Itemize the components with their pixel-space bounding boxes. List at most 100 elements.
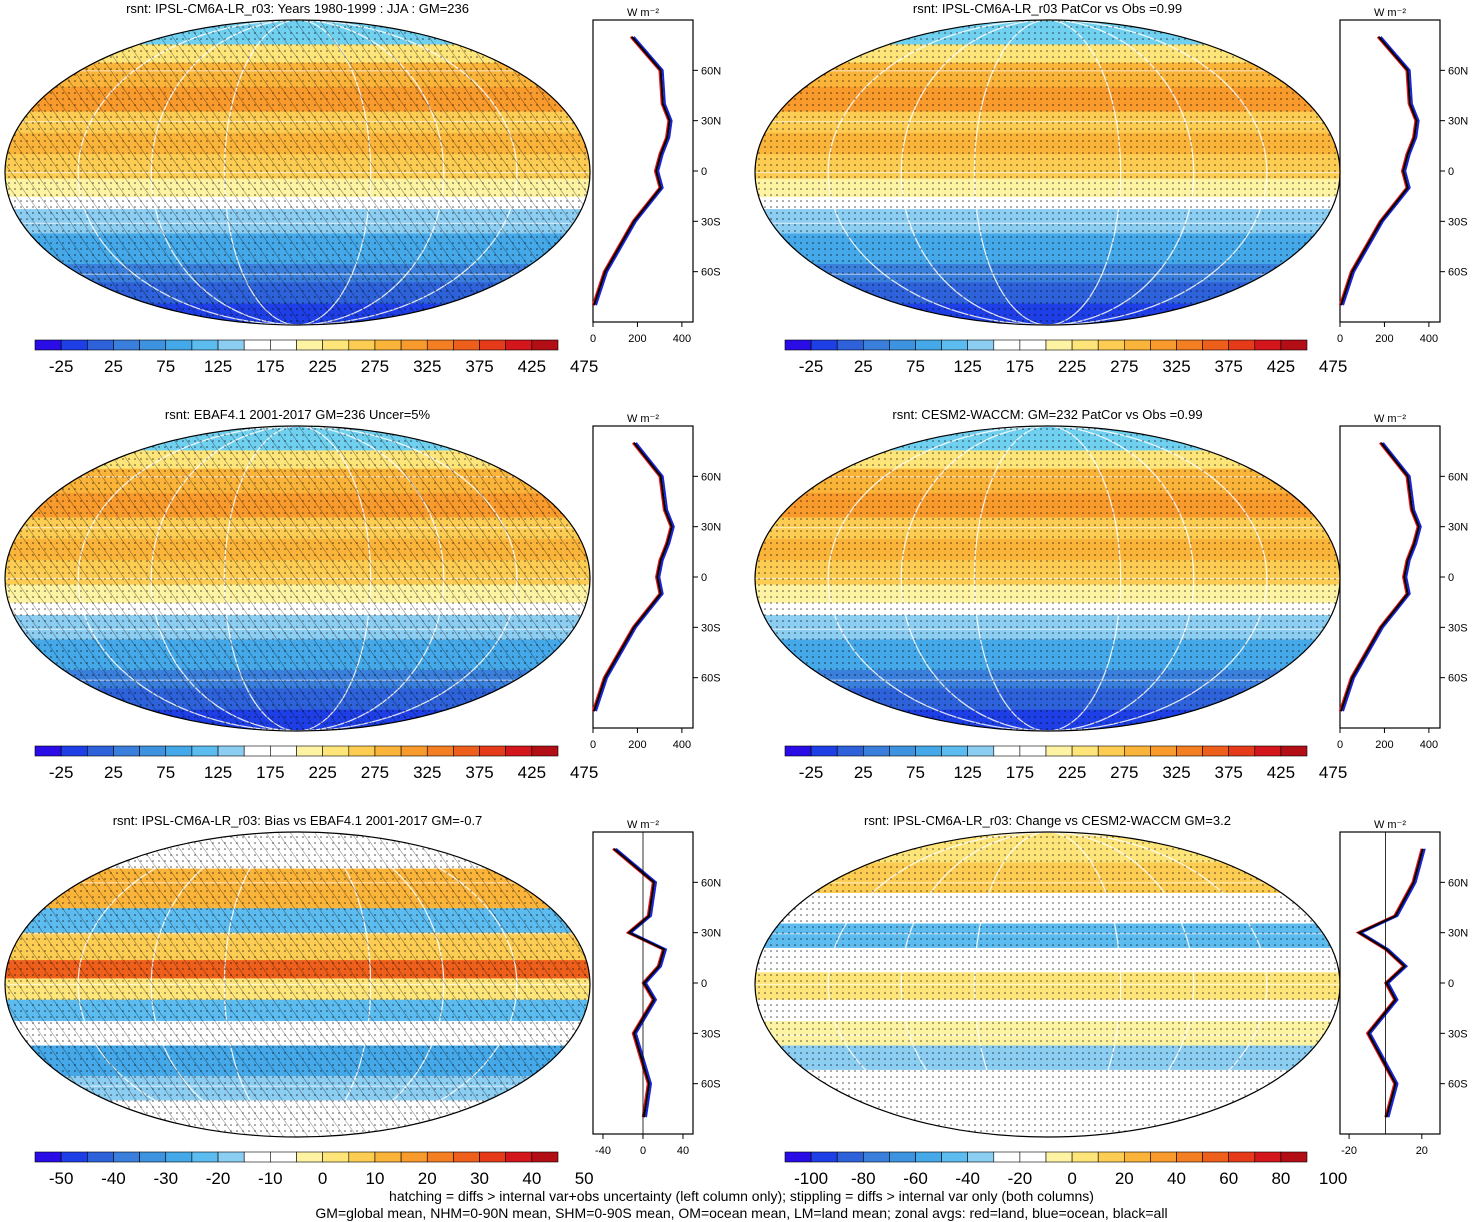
colorbar-box [426, 1151, 454, 1163]
colorbar-box [374, 745, 402, 757]
colorbar-label: 0 [318, 1169, 327, 1188]
colorbar-label: 325 [1162, 357, 1190, 376]
profile-tick-label: 0 [590, 739, 596, 751]
colorbar-label: 275 [1110, 763, 1138, 782]
lat-label: 30N [1448, 116, 1468, 128]
profile-tick-label: 200 [1375, 739, 1393, 751]
colorbar-label: 0 [1067, 1169, 1076, 1188]
lat-label: 30N [1448, 522, 1468, 534]
colorbar-box [1176, 339, 1203, 351]
colorbar-box [941, 745, 968, 757]
colorbar-box [784, 339, 812, 351]
colorbar-label: 25 [854, 763, 873, 782]
colorbar-box [34, 339, 62, 351]
colorbar-box [1228, 339, 1256, 351]
profile-frame [1339, 831, 1441, 1135]
colorbar-box [479, 339, 506, 351]
profile-tick-label: 200 [628, 739, 646, 751]
colorbar-label: 375 [465, 357, 493, 376]
colorbar-box [531, 1151, 559, 1163]
colorbar-label: 425 [1267, 763, 1295, 782]
lat-label: 60N [701, 877, 721, 889]
panel-4: rsnt: CESM2-WACCM: GM=232 PatCor vs Obs … [754, 407, 1468, 782]
colorbar-box [1228, 745, 1256, 757]
colorbar-label: 25 [104, 763, 123, 782]
colorbar-box [139, 745, 167, 757]
colorbar-box [1280, 745, 1308, 757]
colorbar-box [217, 339, 245, 351]
colorbar-label: 80 [1271, 1169, 1290, 1188]
colorbar-box [348, 745, 376, 757]
colorbar-box [60, 1151, 88, 1163]
profile-tick-label: 0 [1337, 739, 1343, 751]
lat-label: 60N [1448, 65, 1468, 77]
colorbar-box [810, 745, 838, 757]
zonal-all-line [1340, 442, 1420, 712]
colorbar-box [453, 1151, 480, 1163]
profile-tick-label: 0 [590, 333, 596, 345]
map-field [755, 426, 1340, 731]
colorbar-box [993, 1151, 1021, 1163]
colorbar-box [1097, 745, 1125, 757]
colorbar-box [139, 339, 167, 351]
colorbar-box [505, 339, 533, 351]
map-outline [4, 831, 591, 1138]
lat-label: 30S [701, 1028, 721, 1040]
hatching [5, 832, 590, 1137]
colorbar-box [784, 1151, 812, 1163]
colorbar-box [1202, 339, 1229, 351]
lat-label: 60S [701, 673, 721, 685]
colorbar-box [993, 339, 1021, 351]
colorbar-box [967, 1151, 995, 1163]
colorbar-box [1124, 745, 1151, 757]
map-outline [4, 425, 591, 732]
lat-label: 30N [701, 928, 721, 940]
profile-frame [592, 19, 694, 323]
map-field [5, 832, 590, 1137]
colorbar-box [505, 745, 533, 757]
colorbar-box [1019, 745, 1047, 757]
colorbar-label: -40 [955, 1169, 980, 1188]
colorbar-box [113, 1151, 140, 1163]
colorbar-label: 25 [854, 357, 873, 376]
panel-title: rsnt: IPSL-CM6A-LR_r03: Bias vs EBAF4.1 … [113, 813, 483, 828]
colorbar-box [836, 339, 864, 351]
colorbar-box [1150, 1151, 1177, 1163]
colorbar-box [915, 1151, 942, 1163]
profile-unit: W m⁻² [627, 819, 659, 831]
colorbar-label: 25 [104, 357, 123, 376]
colorbar-label: 75 [156, 357, 175, 376]
lat-label: 30N [701, 522, 721, 534]
colorbar-box [531, 745, 559, 757]
lat-label: 60S [701, 1079, 721, 1091]
hatching [5, 426, 590, 731]
colorbar-box [87, 1151, 114, 1163]
colorbar-label: 425 [518, 763, 546, 782]
colorbar-label: 475 [570, 357, 598, 376]
colorbar-box [889, 745, 916, 757]
colorbar-box [1019, 1151, 1047, 1163]
colorbar-box [87, 745, 114, 757]
profile-unit: W m⁻² [1374, 413, 1406, 425]
lat-label: 30N [701, 116, 721, 128]
colorbar-box [941, 1151, 968, 1163]
colorbar-box [270, 745, 297, 757]
profile-frame [1339, 19, 1441, 323]
colorbar-box [889, 339, 916, 351]
colorbar-box [836, 745, 864, 757]
zonal-all-line [593, 442, 673, 712]
lat-label: 30N [1448, 928, 1468, 940]
zonal-ocean-line [615, 848, 668, 1118]
profile-tick-label: 0 [640, 1145, 646, 1157]
colorbar-box [400, 1151, 428, 1163]
profile-unit: W m⁻² [1374, 7, 1406, 19]
colorbar-label: -25 [799, 357, 824, 376]
colorbar-label: 50 [575, 1169, 594, 1188]
colorbar-label: 40 [522, 1169, 541, 1188]
lat-label: 60N [1448, 471, 1468, 483]
colorbar-label: 375 [1215, 763, 1243, 782]
colorbar-box [1176, 1151, 1203, 1163]
lat-label: 0 [701, 166, 707, 178]
colorbar-box [1019, 339, 1047, 351]
profile-tick-label: -20 [1341, 1145, 1357, 1157]
